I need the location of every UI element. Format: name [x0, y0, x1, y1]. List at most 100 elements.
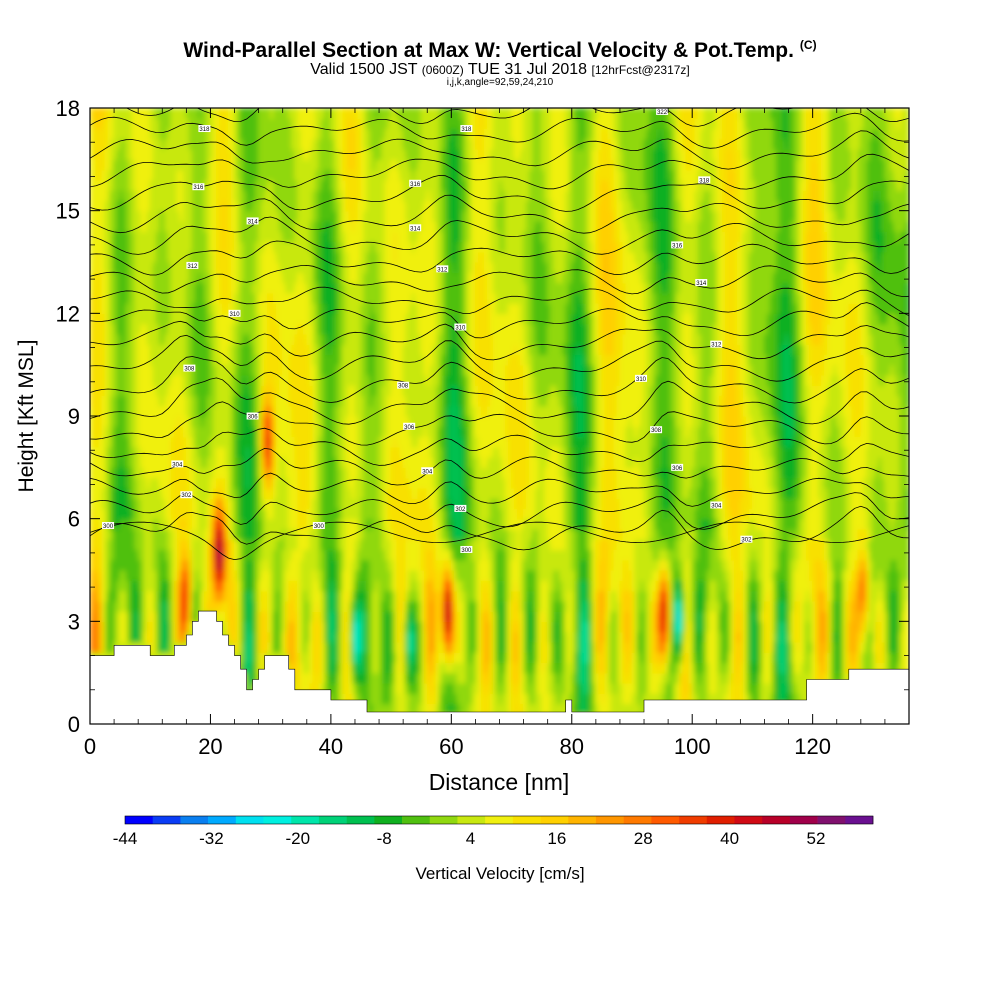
velocity-cell: [90, 312, 94, 325]
velocity-cell: [92, 477, 97, 489]
velocity-cell: [158, 600, 163, 612]
velocity-cell: [155, 138, 160, 150]
velocity-cell: [155, 590, 160, 602]
velocity-cell: [90, 415, 94, 427]
velocity-cell: [140, 169, 145, 181]
velocity-cell: [158, 251, 163, 263]
velocity-cell: [116, 477, 121, 489]
velocity-cell: [152, 158, 157, 171]
velocity-cell: [143, 394, 148, 407]
velocity-cell: [128, 271, 133, 284]
velocity-cell: [134, 436, 139, 448]
velocity-cell: [161, 415, 166, 427]
velocity-cell: [113, 251, 118, 263]
velocity-cell: [155, 446, 160, 458]
velocity-cell: [128, 477, 133, 489]
velocity-cell: [164, 179, 169, 191]
velocity-cell: [143, 425, 148, 438]
velocity-cell: [158, 240, 163, 253]
velocity-cell: [158, 343, 163, 356]
velocity-cell: [110, 497, 115, 510]
velocity-cell: [125, 189, 130, 202]
velocity-cell: [125, 507, 130, 520]
velocity-cell: [90, 631, 94, 643]
velocity-cell: [134, 220, 139, 232]
velocity-cell: [131, 158, 136, 171]
velocity-cell: [125, 312, 130, 325]
velocity-cell: [158, 548, 163, 561]
velocity-cell: [158, 631, 163, 643]
velocity-cell: [134, 240, 139, 253]
velocity-cell: [134, 548, 139, 561]
velocity-cell: [128, 158, 133, 171]
velocity-cell: [104, 108, 109, 119]
velocity-cell: [110, 487, 115, 499]
velocity-cell: [131, 312, 136, 325]
velocity-cell: [128, 620, 133, 633]
velocity-cell: [113, 240, 118, 253]
velocity-cell: [146, 128, 151, 140]
velocity-cell: [131, 374, 136, 386]
velocity-cell: [128, 148, 133, 161]
velocity-cell: [158, 364, 163, 376]
velocity-cell: [113, 374, 118, 386]
velocity-cell: [101, 199, 106, 212]
velocity-cell: [98, 148, 103, 161]
velocity-cell: [90, 590, 94, 602]
velocity-cell: [143, 179, 148, 191]
velocity-cell: [90, 292, 94, 304]
velocity-cell: [131, 425, 136, 438]
velocity-cell: [92, 374, 97, 386]
velocity-cell: [98, 477, 103, 489]
velocity-cell: [128, 117, 133, 130]
velocity-cell: [131, 353, 136, 366]
velocity-cell: [101, 292, 106, 304]
velocity-cell: [140, 374, 145, 386]
velocity-cell: [116, 374, 121, 386]
velocity-cell: [92, 518, 97, 530]
velocity-cell: [143, 384, 148, 397]
velocity-cell: [119, 210, 124, 222]
velocity-cell: [122, 559, 127, 571]
velocity-cell: [113, 569, 118, 581]
velocity-cell: [125, 384, 130, 397]
velocity-cell: [95, 610, 100, 623]
velocity-cell: [149, 590, 154, 602]
velocity-cell: [152, 292, 157, 304]
velocity-cell: [107, 394, 112, 407]
velocity-cell: [149, 323, 154, 335]
velocity-cell: [95, 600, 100, 612]
velocity-cell: [134, 292, 139, 304]
velocity-cell: [164, 271, 169, 284]
velocity-cell: [113, 600, 118, 612]
velocity-cell: [116, 220, 121, 232]
velocity-cell: [152, 384, 157, 397]
velocity-cell: [116, 446, 121, 458]
velocity-cell: [110, 405, 115, 417]
velocity-cell: [122, 323, 127, 335]
velocity-cell: [155, 620, 160, 633]
velocity-cell: [152, 394, 157, 407]
velocity-cell: [92, 507, 97, 520]
velocity-cell: [158, 641, 163, 653]
velocity-cell: [140, 271, 145, 284]
velocity-cell: [158, 333, 163, 345]
velocity-cell: [143, 169, 148, 181]
velocity-cell: [104, 384, 109, 397]
velocity-cell: [98, 158, 103, 171]
velocity-cell: [155, 240, 160, 253]
velocity-cell: [92, 220, 97, 232]
velocity-cell: [164, 128, 169, 140]
velocity-cell: [155, 528, 160, 540]
velocity-cell: [122, 353, 127, 366]
velocity-cell: [149, 600, 154, 612]
velocity-cell: [125, 210, 130, 222]
velocity-cell: [122, 631, 127, 643]
velocity-cell: [116, 364, 121, 376]
velocity-cell: [101, 128, 106, 140]
velocity-cell: [95, 261, 100, 273]
velocity-cell: [107, 384, 112, 397]
velocity-cell: [137, 487, 142, 499]
velocity-cell: [116, 158, 121, 171]
velocity-cell: [140, 436, 145, 448]
